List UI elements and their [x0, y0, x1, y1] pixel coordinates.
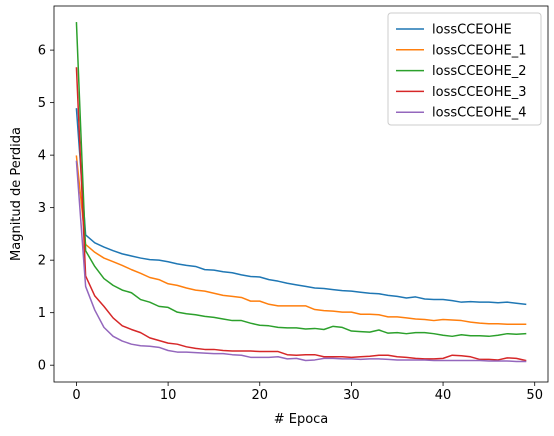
y-tick-label-4: 4 — [38, 149, 46, 164]
y-tick-label-0: 0 — [38, 359, 46, 374]
legend-label-3: lossCCEOHE_3 — [432, 85, 526, 100]
series-line-4 — [75, 160, 527, 363]
x-tick-label-3: 30 — [343, 388, 360, 403]
y-tick-label-3: 3 — [38, 201, 46, 216]
x-tick-label-5: 50 — [526, 388, 543, 403]
x-tick-label-4: 40 — [435, 388, 452, 403]
y-tick-label-2: 2 — [38, 254, 46, 269]
series-line-3 — [75, 67, 527, 362]
y-tick-label-6: 6 — [38, 44, 46, 59]
x-tick-label-0: 0 — [72, 388, 80, 403]
legend: lossCCEOHE lossCCEOHE_1 lossCCEOHE_2 lossCC… — [387, 12, 542, 126]
series-line-2 — [75, 22, 527, 338]
x-tick-label-1: 10 — [160, 388, 177, 403]
legend-box — [387, 12, 542, 126]
axis-ticks: 0 10 20 30 40 50 0 1 2 3 4 5 6 — [38, 44, 543, 403]
series-line-0 — [75, 108, 527, 306]
x-tick-label-2: 20 — [251, 388, 268, 403]
legend-label-1: lossCCEOHE_1 — [432, 43, 526, 58]
x-axis-label: # Epoca — [274, 412, 329, 427]
plot-frame — [53, 5, 549, 383]
legend-label-2: lossCCEOHE_2 — [432, 64, 526, 79]
y-axis-label: Magnitud de Perdida — [9, 127, 24, 261]
y-tick-label-1: 1 — [38, 306, 46, 321]
series-line-1 — [75, 155, 527, 325]
series-layer — [75, 22, 527, 363]
y-tick-label-5: 5 — [38, 96, 46, 111]
legend-label-0: lossCCEOHE — [432, 23, 512, 38]
legend-label-4: lossCCEOHE_4 — [432, 106, 526, 121]
